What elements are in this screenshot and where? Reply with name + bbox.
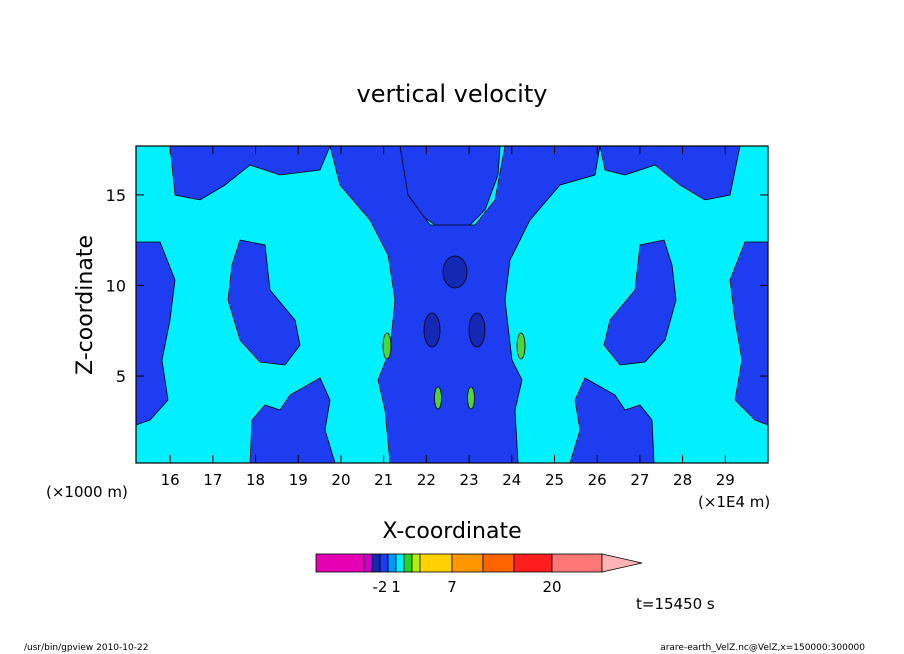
positive-patch-1 <box>382 332 392 360</box>
colorbar-segment <box>403 553 413 573</box>
colorbar-tick-labels: -2 1 7 20 <box>373 578 562 596</box>
x-axis-label: X-coordinate <box>382 519 521 544</box>
colorbar-segment <box>411 553 421 573</box>
y-tick-label: 5 <box>116 367 126 386</box>
positive-patch-4 <box>467 386 475 410</box>
colorbar-segment <box>395 553 405 573</box>
colorbar-label: 20 <box>542 578 561 596</box>
footer-right: arare-earth_VelZ.nc@VelZ,x=150000:300000 <box>660 643 865 653</box>
strong-negative-core <box>442 255 468 289</box>
x-tick-label: 22 <box>417 471 436 489</box>
left-mid-negative-region <box>227 239 301 366</box>
colorbar-label: -2 <box>373 578 388 596</box>
colorbar-segment <box>482 553 515 573</box>
plot-frame <box>135 145 769 464</box>
colorbar-segment <box>387 553 397 573</box>
y-tick-label: 15 <box>106 186 126 205</box>
x-axis-unit-left: (×1000 m) <box>46 483 128 501</box>
colorbar-arrow <box>601 553 643 573</box>
x-axis-unit-right: (×1E4 m) <box>698 493 770 511</box>
strong-negative-left <box>423 312 441 348</box>
colorbar-segment <box>315 553 365 573</box>
x-tick-label: 28 <box>673 471 692 489</box>
x-axis-ticks: 16 17 18 19 20 21 22 23 24 25 26 27 28 29 <box>161 146 735 489</box>
x-tick-label: 27 <box>630 471 649 489</box>
left-edge-negative-region <box>136 241 176 426</box>
colorbar <box>315 553 643 573</box>
x-tick-label: 21 <box>374 471 393 489</box>
time-label: t=15450 s <box>636 595 715 613</box>
colorbar-label: 7 <box>447 578 457 596</box>
colorbar-segment <box>363 553 373 573</box>
x-tick-label: 23 <box>460 471 479 489</box>
strong-negative-right <box>468 312 486 348</box>
right-mid-negative-region <box>603 239 677 366</box>
chart-title: vertical velocity <box>357 80 548 108</box>
x-tick-label: 20 <box>331 471 350 489</box>
x-tick-label: 26 <box>588 471 607 489</box>
left-upper-negative-region <box>169 146 331 201</box>
colorbar-segment <box>419 553 453 573</box>
left-lower-negative-region <box>249 377 336 463</box>
x-tick-label: 29 <box>716 471 735 489</box>
positive-patch-3 <box>434 386 442 410</box>
x-tick-label: 19 <box>289 471 308 489</box>
right-upper-negative-region <box>599 146 741 201</box>
y-axis-label: Z-coordinate <box>73 235 98 375</box>
right-lower-negative-region <box>569 377 655 463</box>
colorbar-label: 1 <box>391 578 401 596</box>
colorbar-segment <box>451 553 484 573</box>
colorbar-segment <box>513 553 553 573</box>
x-tick-label: 16 <box>161 471 180 489</box>
footer-left: /usr/bin/gpview 2010-10-22 <box>24 643 148 653</box>
colorbar-segment <box>371 553 381 573</box>
central-column-negative-region <box>329 146 601 463</box>
y-tick-label: 10 <box>106 276 126 295</box>
y-axis-ticks: 5 10 15 <box>106 186 768 386</box>
x-tick-label: 17 <box>203 471 222 489</box>
contour-field <box>136 146 768 463</box>
colorbar-segment <box>551 553 603 573</box>
positive-patch-2 <box>516 332 526 360</box>
right-edge-negative-region <box>729 241 768 426</box>
x-tick-label: 18 <box>246 471 265 489</box>
x-tick-label: 24 <box>502 471 521 489</box>
x-tick-label: 25 <box>545 471 564 489</box>
colorbar-segment <box>379 553 389 573</box>
